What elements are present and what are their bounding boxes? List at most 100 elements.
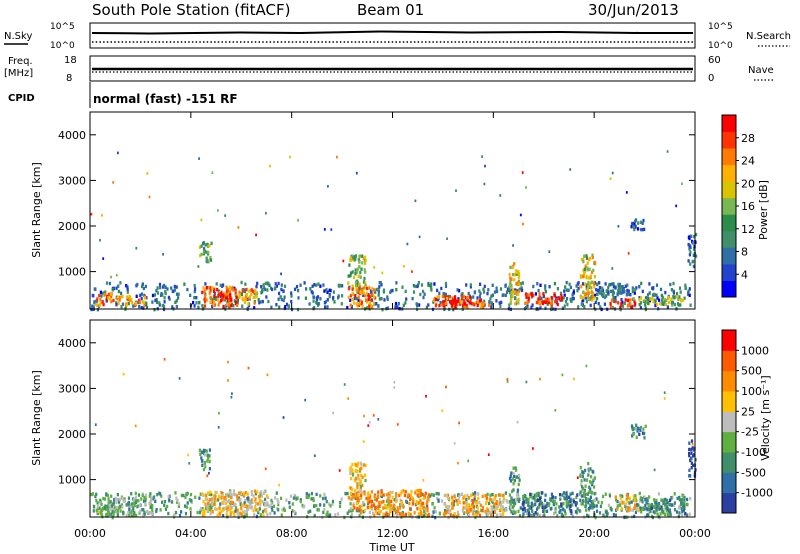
- range-time-cell: [614, 296, 617, 300]
- range-time-cell: [355, 302, 358, 306]
- range-time-cell: [153, 495, 156, 499]
- range-time-cell: [116, 295, 119, 299]
- range-time-cell: [436, 295, 439, 299]
- range-time-cell: [305, 495, 308, 500]
- range-time-cell: [254, 497, 257, 501]
- range-time-cell: [583, 267, 586, 271]
- range-time-cell: [371, 305, 374, 309]
- range-time-cell: [453, 511, 456, 516]
- colorbar-segment: [722, 411, 736, 433]
- range-time-cell: [340, 497, 343, 501]
- range-time-cell: [110, 504, 113, 508]
- range-time-cell: [607, 290, 610, 295]
- range-time-cell: [459, 300, 462, 304]
- range-time-cell: [458, 289, 461, 293]
- range-time-cell: [374, 290, 377, 294]
- range-time-cell: [657, 505, 660, 509]
- range-time-cell: [621, 288, 624, 292]
- range-time-cell: [396, 506, 399, 510]
- range-time-cell: [394, 301, 398, 306]
- range-time-cell: [544, 297, 547, 301]
- range-time-cell: [692, 259, 695, 264]
- range-time-cell: [328, 514, 331, 518]
- range-time-cell: [687, 235, 690, 240]
- range-time-cell: [656, 296, 659, 300]
- sporadic-cell: [162, 253, 164, 256]
- range-time-cell: [138, 304, 141, 309]
- sporadic-cell: [269, 164, 271, 168]
- range-time-cell: [236, 303, 239, 307]
- range-time-cell: [404, 301, 407, 305]
- range-time-cell: [247, 496, 250, 500]
- range-time-cell: [379, 281, 382, 285]
- range-time-cell: [527, 497, 530, 502]
- range-time-cell: [164, 290, 167, 294]
- range-time-cell: [399, 492, 402, 496]
- range-time-cell: [639, 499, 642, 503]
- range-time-cell: [299, 283, 302, 287]
- sporadic-cell: [441, 409, 444, 412]
- range-time-cell: [679, 303, 682, 307]
- range-time-cell: [352, 504, 355, 508]
- range-time-cell: [322, 283, 325, 287]
- sporadic-cell: [576, 476, 579, 479]
- range-time-cell: [215, 295, 218, 300]
- range-time-cell: [224, 496, 227, 500]
- power-colorbar-label: Power [dB]: [757, 180, 770, 240]
- sporadic-cell: [368, 421, 371, 424]
- range-time-cell: [540, 296, 543, 300]
- range-time-cell: [206, 459, 209, 463]
- range-time-cell: [693, 453, 696, 457]
- range-time-cell: [560, 504, 563, 508]
- range-time-cell: [154, 499, 157, 503]
- range-time-cell: [199, 492, 202, 496]
- range-time-cell: [467, 503, 470, 507]
- sporadic-cell: [265, 211, 267, 215]
- range-time-cell: [519, 282, 522, 286]
- range-time-cell: [322, 510, 325, 515]
- sporadic-cell: [211, 171, 214, 174]
- range-time-cell: [457, 493, 460, 497]
- range-time-cell: [584, 264, 587, 268]
- range-time-cell: [433, 506, 436, 510]
- range-time-cell: [173, 288, 176, 292]
- range-time-cell: [359, 489, 362, 493]
- range-time-cell: [163, 300, 166, 304]
- range-time-cell: [558, 505, 561, 509]
- range-time-cell: [419, 512, 422, 517]
- range-time-cell: [445, 301, 448, 305]
- nsky-tick-low: 10^0: [50, 41, 75, 51]
- range-time-cell: [447, 515, 450, 520]
- range-time-cell: [202, 467, 205, 472]
- range-time-cell: [220, 294, 223, 299]
- range-time-cell: [402, 303, 405, 307]
- range-time-cell: [504, 284, 507, 288]
- range-time-cell: [377, 290, 380, 294]
- range-time-cell: [193, 295, 196, 300]
- range-time-cell: [241, 289, 244, 293]
- sporadic-cell: [611, 267, 614, 270]
- range-time-cell: [509, 301, 512, 305]
- range-time-cell: [315, 296, 318, 300]
- range-time-cell: [666, 506, 669, 511]
- range-time-cell: [123, 497, 126, 501]
- range-time-cell: [209, 288, 212, 293]
- range-time-cell: [614, 513, 618, 517]
- range-time-cell: [288, 505, 291, 509]
- range-time-cell: [253, 301, 256, 305]
- range-time-cell: [377, 288, 380, 292]
- range-time-cell: [356, 469, 359, 473]
- range-time-cell: [356, 296, 359, 301]
- range-time-cell: [295, 285, 299, 289]
- range-time-cell: [473, 497, 476, 501]
- range-time-cell: [583, 478, 586, 482]
- range-time-cell: [587, 461, 590, 466]
- range-time-cell: [646, 513, 649, 517]
- range-time-cell: [655, 283, 659, 287]
- range-time-cell: [258, 301, 261, 305]
- range-time-cell: [418, 303, 421, 307]
- range-time-cell: [402, 489, 405, 493]
- range-time-cell: [213, 292, 216, 296]
- range-time-cell: [443, 493, 446, 498]
- range-time-cell: [664, 512, 667, 517]
